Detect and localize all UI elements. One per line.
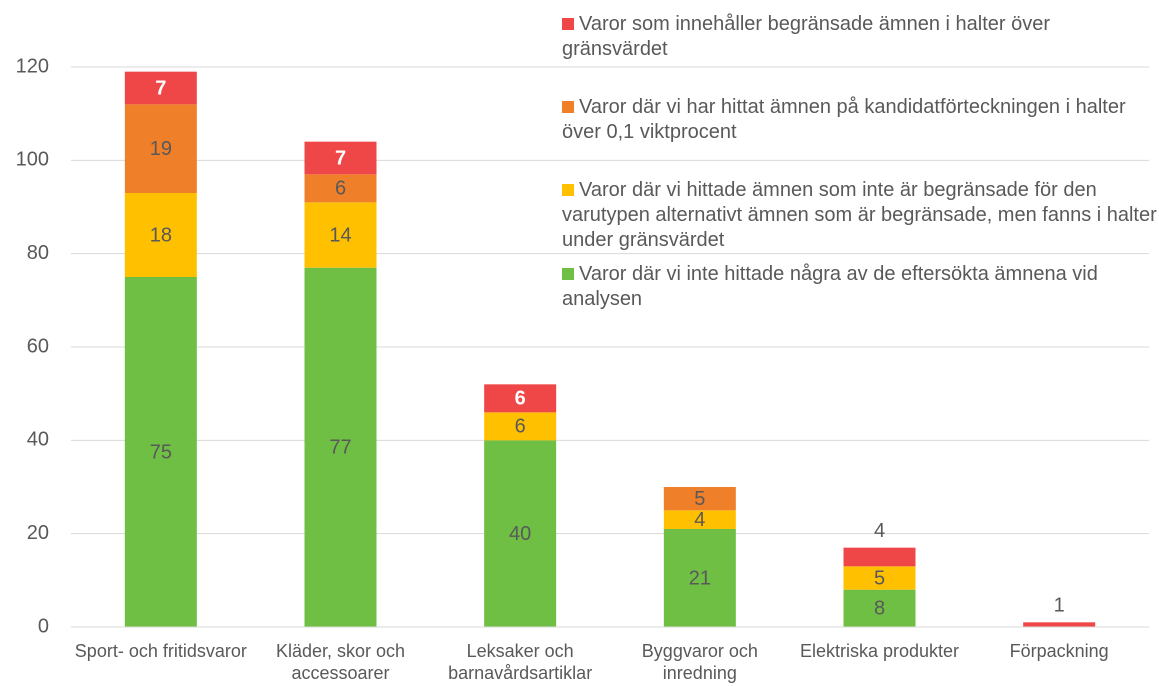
- bar-segment: [124, 277, 197, 627]
- bar-segment: [304, 267, 377, 627]
- legend-label: Varor där vi har hittat ämnen på kandida…: [562, 96, 1126, 143]
- x-tick-label: Kläder, skor och accessoarer: [275, 641, 406, 683]
- data-label: 6: [335, 178, 346, 200]
- data-label: 18: [150, 224, 172, 246]
- y-tick-label: 20: [27, 522, 49, 544]
- data-label: 5: [874, 567, 885, 589]
- bar-segment: [843, 566, 916, 590]
- legend-entry: Varor där vi inte hittade några av de ef…: [562, 262, 1157, 312]
- bar-segment: [124, 193, 197, 277]
- y-tick-label: 40: [27, 429, 49, 451]
- data-label: 40: [509, 523, 531, 545]
- x-tick-label: Sport- och fritidsvaror: [74, 641, 247, 661]
- data-label: 75: [150, 441, 172, 463]
- legend-swatch: [562, 184, 574, 196]
- legend-entry: Varor där vi hittade ämnen som inte är b…: [562, 178, 1157, 253]
- bar-segment: [304, 141, 377, 175]
- legend-label: Varor där vi hittade ämnen som inte är b…: [562, 179, 1157, 251]
- legend-swatch: [562, 268, 574, 280]
- legend-label: Varor där vi inte hittade några av de ef…: [562, 263, 1098, 310]
- data-label: 8: [874, 598, 885, 620]
- y-tick-label: 0: [38, 615, 49, 637]
- x-tick-label: Elektriska produkter: [799, 641, 960, 661]
- bar-segment: [843, 547, 916, 567]
- legend-swatch: [562, 101, 574, 113]
- y-tick-label: 80: [27, 242, 49, 264]
- bar-segment: [304, 202, 377, 268]
- bar-segment: [124, 104, 197, 193]
- x-tick-label: Byggvaror och inredning: [641, 641, 758, 683]
- data-label: 4: [694, 509, 705, 531]
- bar-segment: [484, 412, 557, 441]
- bar-segment: [304, 174, 377, 203]
- y-tick-label: 120: [16, 55, 49, 77]
- x-tick-label: Leksaker och barnavårdsartiklar: [448, 641, 593, 683]
- data-label: 7: [335, 147, 346, 169]
- bar-segment: [663, 487, 736, 511]
- data-label: 21: [689, 567, 711, 589]
- data-label: 5: [694, 488, 705, 510]
- data-label: 1: [1054, 595, 1065, 617]
- bar-segment: [1023, 622, 1096, 627]
- data-label: 14: [329, 224, 351, 246]
- bar-segment: [124, 71, 197, 105]
- data-label: 19: [150, 138, 172, 160]
- bar-segment: [484, 384, 557, 413]
- data-label: 4: [874, 520, 885, 542]
- bar-segment: [663, 529, 736, 627]
- data-label: 6: [515, 416, 526, 438]
- legend-swatch: [562, 18, 574, 30]
- y-tick-label: 100: [16, 149, 49, 171]
- data-label: 6: [515, 388, 526, 410]
- legend-entry: Varor som innehåller begränsade ämnen i …: [562, 12, 1157, 62]
- data-label: 7: [155, 77, 166, 99]
- bar-segment: [484, 440, 557, 627]
- data-label: 77: [329, 437, 351, 459]
- bar-segment: [843, 589, 916, 627]
- bar-segment: [663, 510, 736, 529]
- y-tick-label: 60: [27, 335, 49, 357]
- legend-entry: Varor där vi har hittat ämnen på kandida…: [562, 95, 1157, 145]
- legend-label: Varor som innehåller begränsade ämnen i …: [562, 13, 1051, 60]
- x-tick-label: Förpackning: [1009, 641, 1109, 661]
